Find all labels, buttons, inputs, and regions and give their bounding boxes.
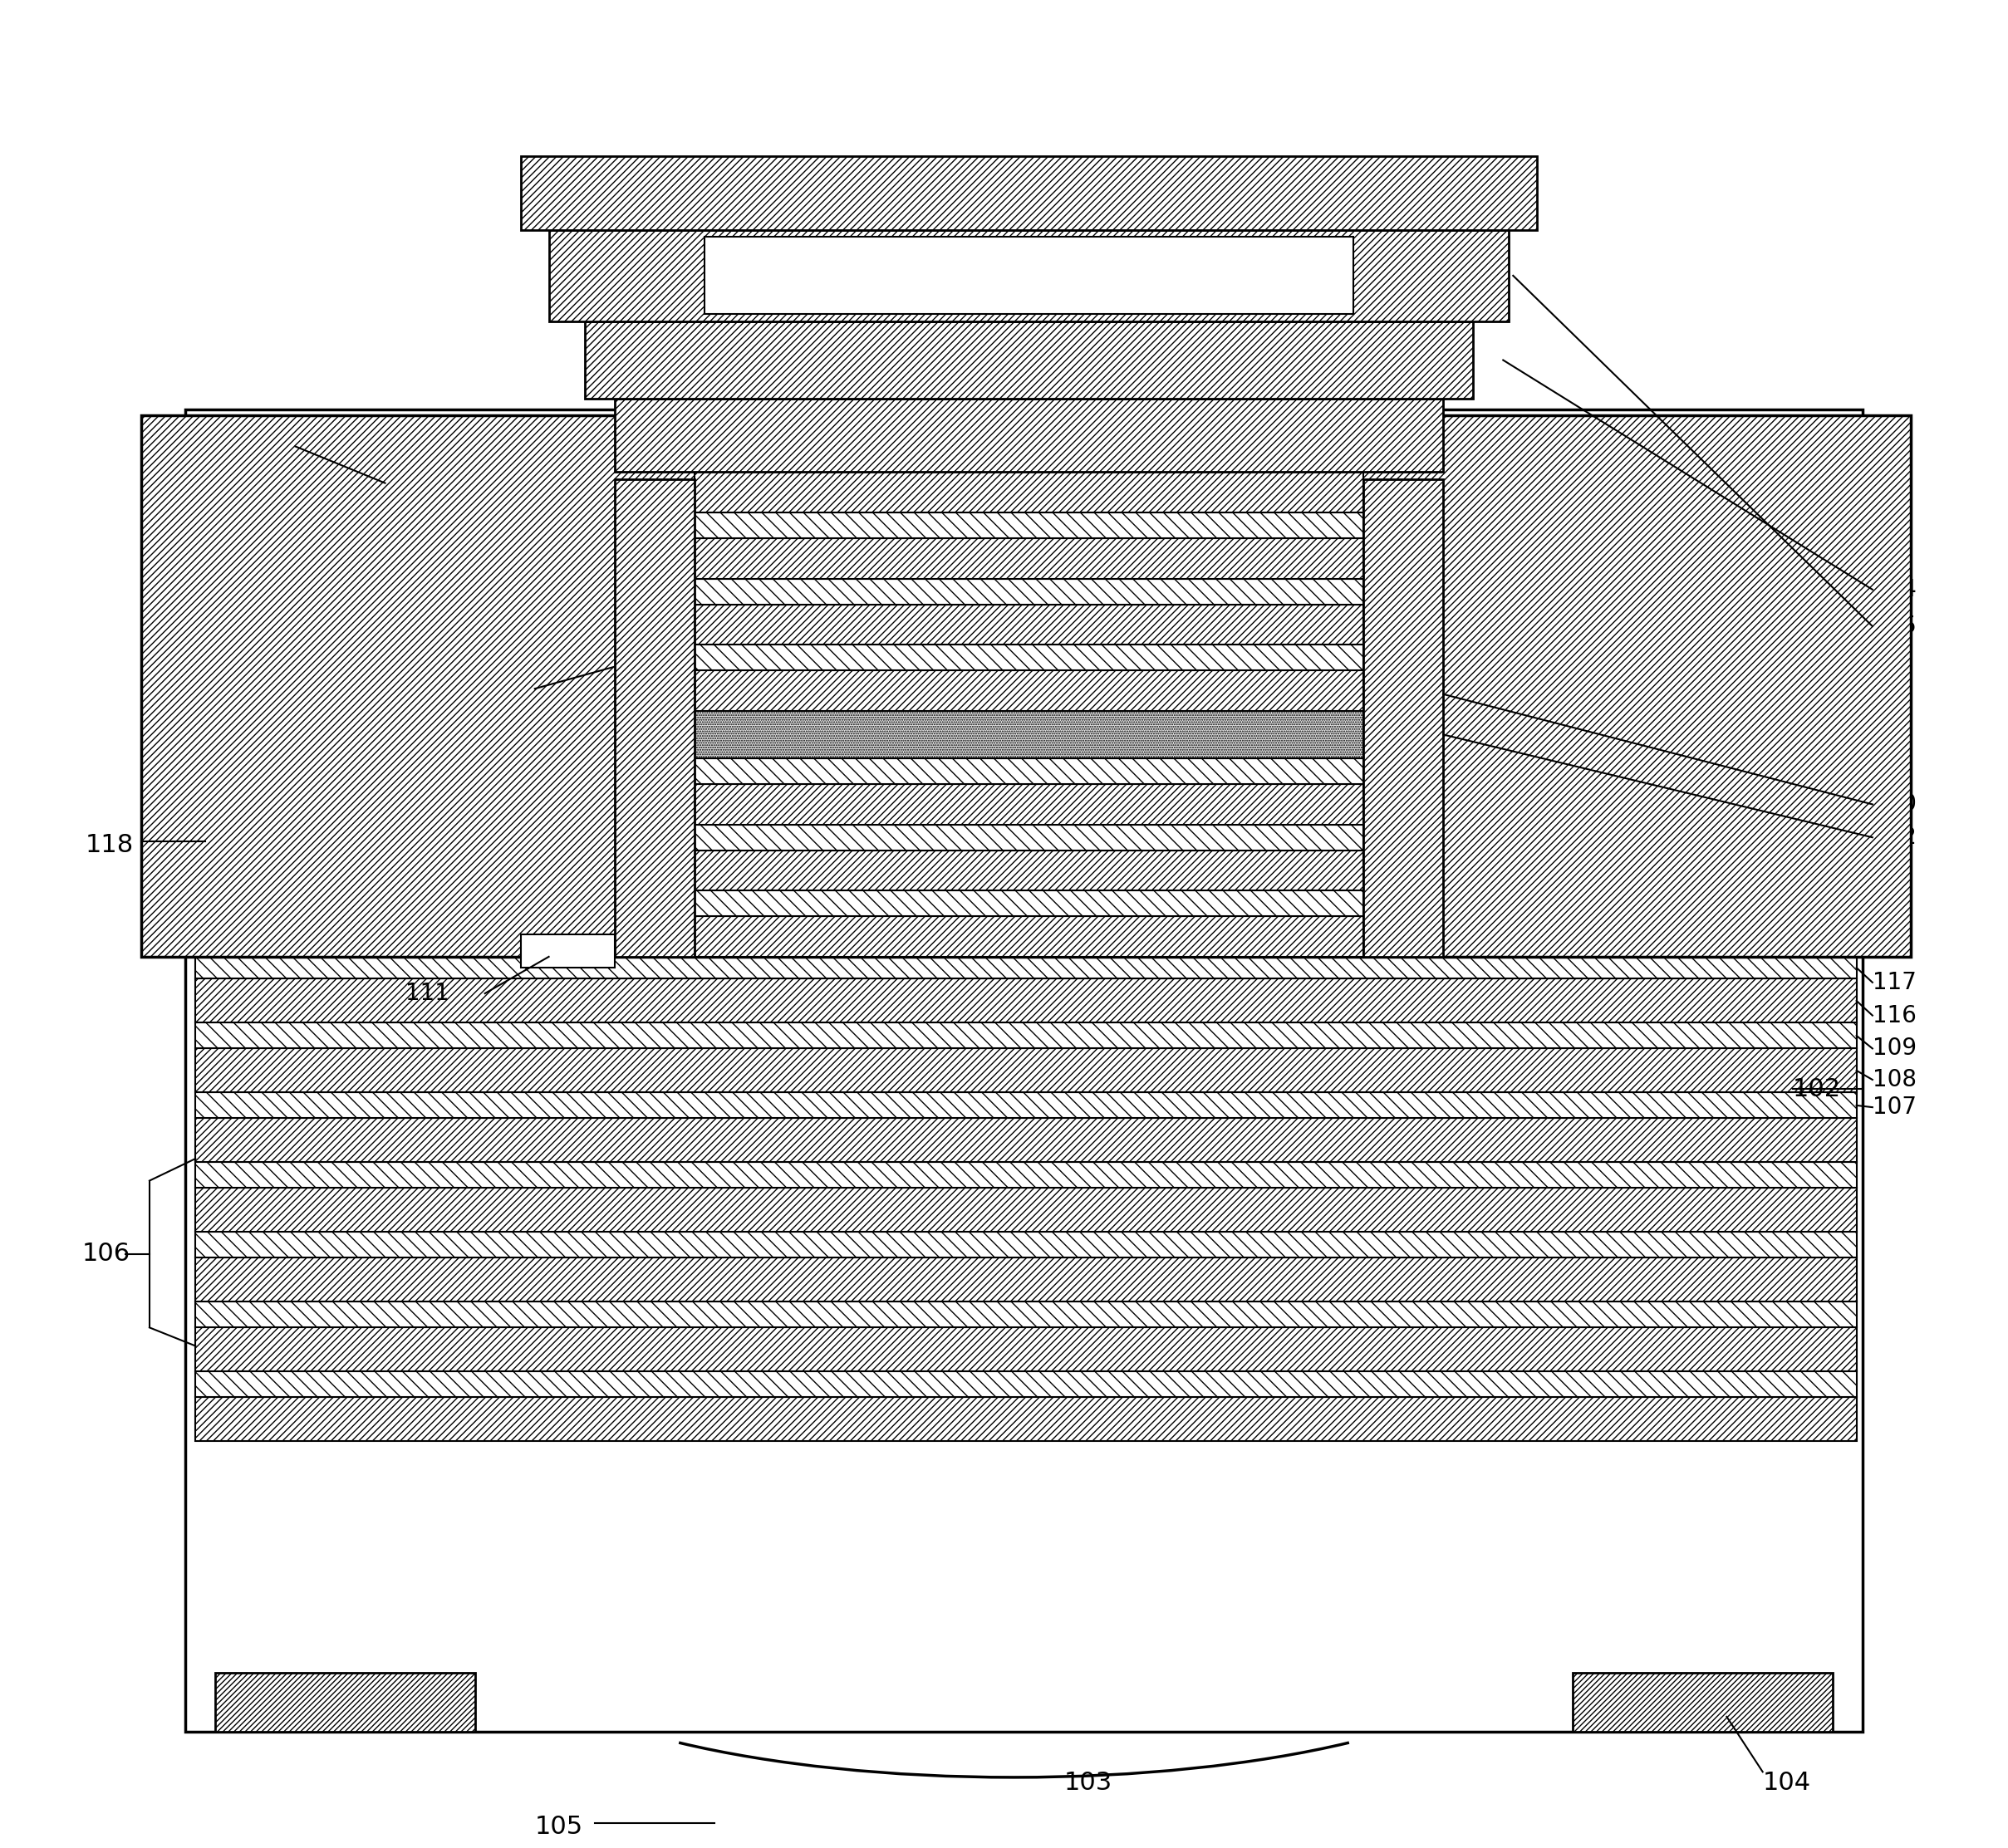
Bar bbox=[195, 1327, 1857, 1371]
Bar bbox=[185, 410, 1863, 1732]
Bar bbox=[695, 824, 1363, 850]
Bar bbox=[695, 538, 1363, 578]
Bar bbox=[195, 1188, 1857, 1233]
Bar bbox=[695, 512, 1363, 538]
Text: 112: 112 bbox=[1873, 826, 1916, 848]
Bar bbox=[584, 322, 1474, 399]
Text: 113: 113 bbox=[446, 676, 490, 700]
Text: 111: 111 bbox=[406, 981, 450, 1005]
Bar bbox=[695, 711, 1363, 758]
Text: 107: 107 bbox=[1873, 1096, 1916, 1118]
Bar bbox=[548, 229, 1510, 322]
Bar bbox=[195, 1162, 1857, 1188]
Text: 103: 103 bbox=[1064, 1770, 1112, 1794]
Text: 109: 109 bbox=[1873, 1037, 1916, 1061]
Bar bbox=[695, 578, 1363, 604]
Bar bbox=[695, 671, 1363, 711]
Text: 118: 118 bbox=[86, 833, 135, 857]
Bar bbox=[695, 784, 1363, 824]
Bar bbox=[1572, 1672, 1833, 1732]
Bar bbox=[695, 758, 1363, 784]
Text: 114: 114 bbox=[1873, 578, 1916, 601]
Bar bbox=[195, 1258, 1857, 1301]
Bar bbox=[195, 1301, 1857, 1327]
Bar bbox=[195, 1371, 1857, 1397]
Bar bbox=[695, 850, 1363, 891]
Text: 115: 115 bbox=[1873, 615, 1916, 638]
Bar bbox=[1363, 479, 1444, 957]
Bar bbox=[695, 891, 1363, 917]
Bar bbox=[195, 957, 1857, 979]
Bar bbox=[695, 645, 1363, 671]
Text: 108: 108 bbox=[1873, 1068, 1916, 1092]
Text: 110: 110 bbox=[1873, 793, 1916, 817]
Bar bbox=[520, 935, 614, 968]
Bar bbox=[520, 157, 1536, 229]
Text: 105: 105 bbox=[534, 1815, 582, 1839]
Bar bbox=[195, 1048, 1857, 1092]
Text: 106: 106 bbox=[82, 1242, 131, 1266]
Bar bbox=[195, 1022, 1857, 1048]
Bar bbox=[614, 479, 695, 957]
Bar bbox=[614, 399, 1444, 471]
Bar bbox=[195, 979, 1857, 1022]
Text: 101: 101 bbox=[185, 434, 233, 458]
Bar bbox=[695, 471, 1363, 512]
Bar bbox=[195, 1118, 1857, 1162]
Text: 102: 102 bbox=[1793, 1077, 1841, 1101]
Bar bbox=[215, 1672, 476, 1732]
Bar bbox=[695, 917, 1363, 957]
Bar bbox=[614, 479, 1444, 957]
Bar bbox=[195, 1092, 1857, 1118]
Text: 117: 117 bbox=[1873, 970, 1916, 994]
Text: 104: 104 bbox=[1763, 1770, 1811, 1794]
Bar bbox=[195, 1397, 1857, 1441]
Bar bbox=[705, 237, 1353, 314]
Bar bbox=[141, 416, 1910, 957]
Bar bbox=[695, 604, 1363, 645]
Bar bbox=[195, 1233, 1857, 1258]
Text: 116: 116 bbox=[1873, 1003, 1916, 1027]
